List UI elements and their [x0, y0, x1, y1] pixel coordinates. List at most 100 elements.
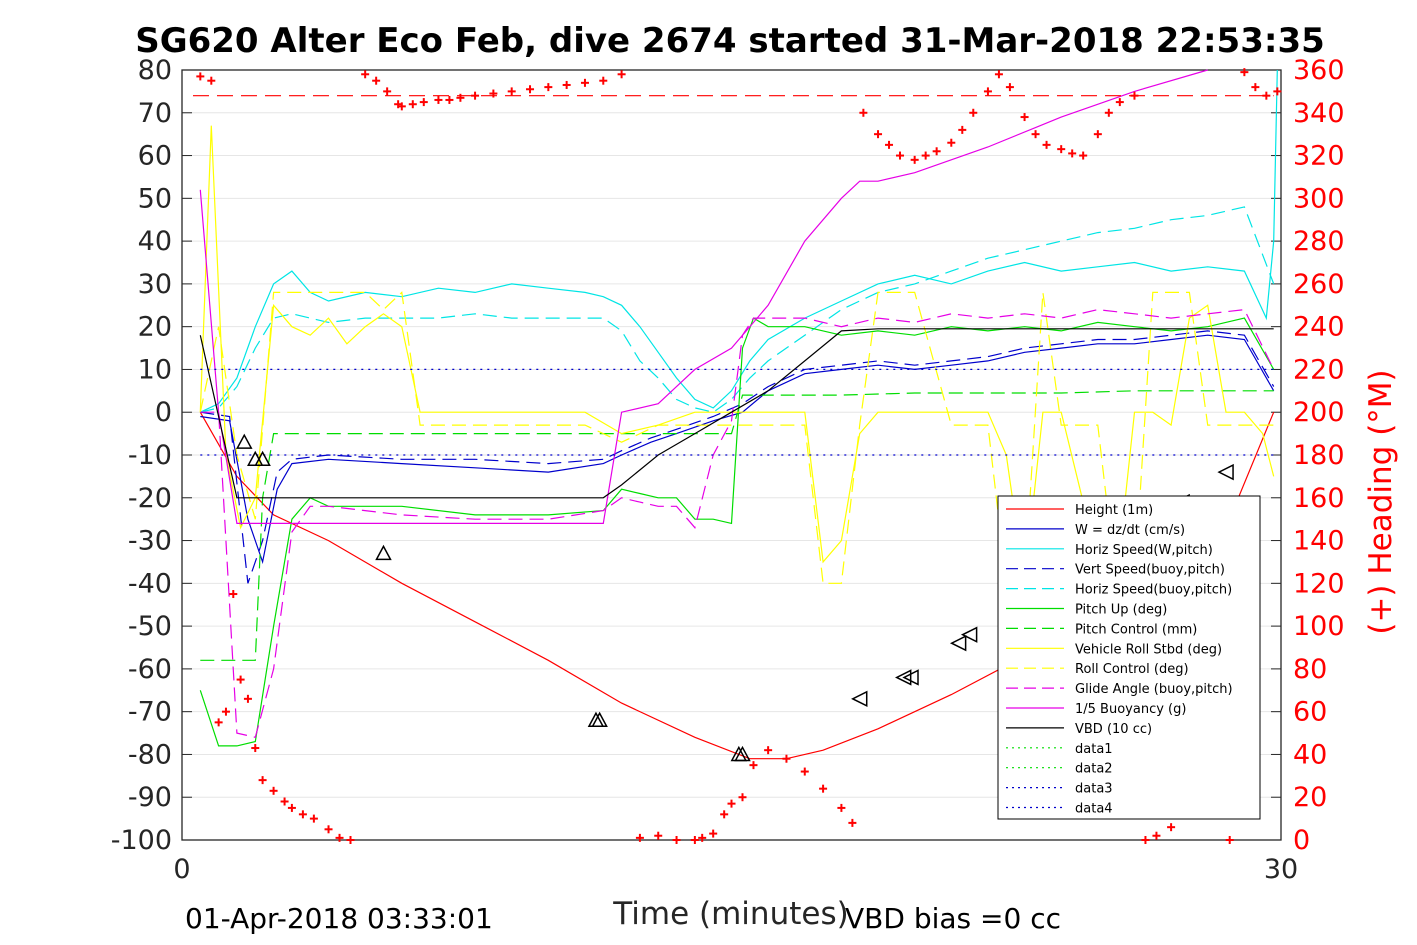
y2-tick-label: 180	[1293, 440, 1345, 471]
heading-point	[727, 799, 736, 808]
legend-box	[997, 495, 1261, 820]
legend-label-1: W = dz/dt (cm/s)	[1075, 523, 1185, 538]
series-line-8	[199, 291, 1274, 584]
y-tick-label: 30	[138, 269, 172, 300]
heading-point	[947, 138, 956, 147]
y-tick-label: -100	[111, 825, 172, 856]
series-line-6	[200, 390, 1274, 661]
heading-point	[819, 784, 828, 793]
heading-point	[471, 91, 480, 100]
heading-point	[635, 833, 644, 842]
heading-point	[764, 746, 773, 755]
x-tick-label: 0	[173, 854, 190, 885]
chart-title: SG620 Alter Eco Feb, dive 2674 started 3…	[135, 21, 1325, 61]
heading-point	[361, 70, 370, 79]
heading-point	[445, 95, 454, 104]
y2-tick-label: 160	[1293, 483, 1345, 514]
triangle-marker	[851, 690, 868, 708]
triangle-marker	[1217, 463, 1234, 481]
triangle-marker	[375, 544, 392, 561]
footer-timestamp: 01-Apr-2018 03:33:01	[185, 902, 493, 935]
heading-point	[848, 818, 857, 827]
y-tick-label: -10	[128, 440, 172, 471]
triangle-marker	[236, 433, 253, 449]
heading-point	[397, 102, 406, 111]
heading-point	[269, 786, 278, 795]
heading-point	[720, 810, 729, 819]
y-tick-label: -40	[128, 568, 172, 599]
legend-label-6: Pitch Control (mm)	[1075, 622, 1197, 637]
triangle-marker	[902, 669, 919, 686]
heading-point	[896, 151, 905, 160]
triangle-marker	[591, 711, 608, 727]
legend-label-0: Height (1m)	[1075, 503, 1153, 518]
y-tick-label: -30	[128, 526, 172, 557]
y2-tick-label: 280	[1293, 226, 1345, 257]
y-tick-label: 80	[138, 55, 172, 86]
heading-point	[562, 80, 571, 89]
heading-point	[837, 803, 846, 812]
heading-point	[1079, 151, 1088, 160]
y-tick-label: -50	[128, 611, 172, 642]
heading-point	[346, 836, 355, 844]
heading-point	[251, 744, 260, 753]
heading-point	[921, 151, 930, 160]
x-axis: 0 30	[173, 830, 1298, 885]
heading-point	[221, 707, 230, 716]
heading-point	[874, 130, 883, 139]
y-tick-label: -60	[128, 654, 172, 685]
heading-point	[1225, 836, 1234, 844]
series-line-10	[199, 69, 1208, 525]
heading-point	[489, 89, 498, 98]
y-tick-label: -80	[128, 739, 172, 770]
y-axis-right-label: (+) Heading (°M)	[1363, 369, 1399, 634]
heading-point	[1115, 98, 1124, 107]
heading-point	[749, 761, 758, 770]
heading-point	[859, 108, 868, 117]
heading-point	[738, 793, 747, 802]
heading-point	[910, 155, 919, 164]
series-line-9	[200, 308, 1275, 739]
heading-point	[214, 718, 223, 727]
x-axis-label: Time (minutes)	[612, 896, 848, 932]
heading-point	[324, 825, 333, 834]
y2-tick-label: 220	[1293, 354, 1345, 385]
heading-point	[932, 147, 941, 156]
heading-point	[698, 833, 707, 842]
heading-point	[958, 125, 967, 134]
heading-point	[782, 754, 791, 763]
heading-point	[1251, 83, 1260, 92]
heading-point	[1167, 823, 1176, 832]
heading-point	[709, 829, 718, 838]
y2-tick-label: 80	[1293, 654, 1327, 685]
legend-label-15: data4	[1075, 802, 1113, 817]
y2-tick-label: 260	[1293, 269, 1345, 300]
y-axis-right: 3603403203002802602402202001801601401201…	[1271, 55, 1345, 856]
series-line-11	[199, 328, 1274, 499]
heading-point	[298, 810, 307, 819]
heading-point	[287, 803, 296, 812]
y2-tick-label: 0	[1293, 825, 1310, 856]
legend-label-3: Vert Speed(buoy,pitch)	[1075, 563, 1225, 578]
heading-point	[243, 694, 252, 703]
heading-point	[207, 76, 216, 85]
legend-label-2: Horiz Speed(W,pitch)	[1075, 543, 1213, 558]
legend-label-11: VBD (10 cc)	[1075, 722, 1152, 737]
heading-point	[1262, 91, 1271, 100]
heading-point	[383, 87, 392, 96]
heading-point	[580, 78, 589, 87]
heading-point	[599, 76, 608, 85]
heading-point	[526, 85, 535, 94]
heading-point	[983, 87, 992, 96]
y-tick-label: 70	[138, 98, 172, 129]
y2-tick-label: 20	[1293, 782, 1327, 813]
heading-point	[885, 140, 894, 149]
y2-tick-label: 340	[1293, 98, 1345, 129]
triangle-marker	[949, 635, 967, 652]
heading-point	[800, 767, 809, 776]
heading-point	[229, 590, 238, 599]
y-tick-label: 10	[138, 354, 172, 385]
series-line-3	[200, 330, 1275, 584]
legend-label-14: data3	[1075, 782, 1113, 797]
heading-point	[1141, 836, 1150, 844]
